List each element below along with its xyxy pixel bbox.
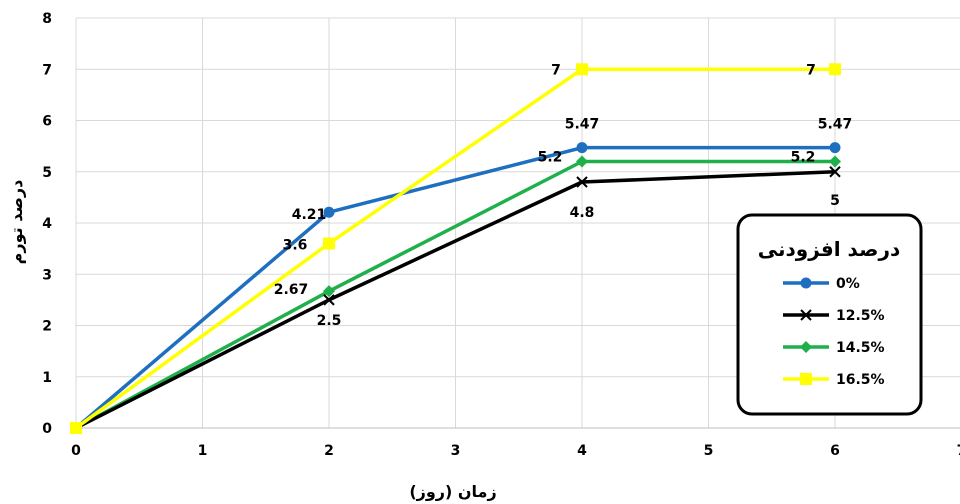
- x-tick-label: 5: [704, 443, 714, 459]
- legend: درصد افزودنی 0% 12.5% 14.5% 16.5%: [736, 213, 923, 416]
- y-tick-label: 3: [42, 267, 52, 283]
- legend-item: 12.5%: [783, 308, 885, 324]
- x-tick-label: 4: [577, 443, 587, 459]
- data-label: 2.67: [274, 282, 309, 298]
- y-tick-label: 0: [42, 421, 52, 437]
- series-line-14.5%: [75, 159, 835, 430]
- legend-label: 0%: [836, 276, 860, 292]
- series-line-0%: [74, 145, 835, 430]
- legend-swatch-marker: [800, 277, 812, 289]
- marker-stroke: [576, 176, 588, 188]
- grid: [75, 17, 960, 429]
- data-point: [829, 63, 841, 76]
- legend-label: 12.5%: [836, 308, 885, 324]
- data-point: [323, 285, 335, 298]
- x-axis-title: زمان (روز): [409, 482, 496, 501]
- data-label: 5.2: [791, 150, 816, 166]
- marker-stroke: [323, 294, 335, 306]
- legend-title: درصد افزودنی: [758, 237, 900, 261]
- y-tick-label: 7: [42, 62, 52, 78]
- data-point: [829, 166, 841, 178]
- legend-items: 0% 12.5% 14.5% 16.5%: [783, 276, 885, 388]
- data-point: [576, 142, 588, 154]
- data-point: [829, 142, 841, 154]
- data-point: [576, 155, 588, 168]
- x-tick-label: 7: [957, 443, 960, 459]
- series-line-12.5%: [75, 170, 836, 430]
- y-axis-title: درصد تورم: [7, 180, 26, 265]
- x-tick-label: 3: [451, 443, 461, 459]
- legend-label: 14.5%: [836, 340, 885, 356]
- data-label: 5.47: [818, 117, 853, 133]
- data-label: 4.21: [292, 207, 327, 223]
- series-markers: [70, 63, 841, 434]
- y-tick-labels: 0 1 2 3 4 5 6 7 8: [42, 11, 52, 437]
- data-point: [576, 63, 588, 76]
- data-label: 5.47: [565, 117, 600, 133]
- data-label: 7: [551, 62, 561, 78]
- data-point: [323, 237, 335, 250]
- legend-item: 16.5%: [783, 372, 885, 388]
- x-tick-labels: 0 1 2 3 4 5 6 7: [71, 443, 960, 459]
- legend-swatch-marker: [800, 341, 812, 353]
- marker-stroke: [800, 309, 812, 321]
- legend-label: 16.5%: [836, 372, 885, 388]
- legend-box: [736, 213, 923, 416]
- data-label: 3.6: [283, 238, 308, 254]
- series-lines: [74, 67, 836, 430]
- marker-stroke: [829, 166, 841, 178]
- data-point: [70, 422, 82, 434]
- x-tick-label: 0: [71, 443, 81, 459]
- data-point: [323, 206, 335, 218]
- legend-swatch-marker: [800, 373, 812, 385]
- series-line-16.5%: [74, 67, 835, 430]
- data-point: [576, 176, 588, 188]
- data-point: [323, 294, 335, 306]
- y-tick-label: 2: [42, 319, 52, 335]
- legend-swatch-marker: [800, 309, 812, 321]
- y-tick-label: 6: [42, 114, 52, 130]
- data-label: 4.8: [570, 205, 595, 221]
- data-labels: 4.21 5.47 5.47 2.5 4.8 5 2.67 5.2 5.2 3.6 7 7: [274, 62, 853, 329]
- legend-item: 0%: [783, 276, 860, 292]
- data-label: 5: [830, 193, 840, 209]
- y-tick-label: 5: [42, 165, 52, 181]
- legend-item: 14.5%: [783, 340, 885, 356]
- data-point: [829, 155, 841, 168]
- data-label: 5.2: [538, 150, 563, 166]
- y-tick-label: 8: [42, 11, 52, 27]
- x-tick-label: 1: [198, 443, 208, 459]
- x-tick-label: 6: [830, 443, 840, 459]
- data-label: 2.5: [317, 313, 342, 329]
- x-tick-label: 2: [324, 443, 334, 459]
- y-tick-label: 1: [42, 370, 52, 386]
- data-label: 7: [806, 62, 816, 78]
- y-tick-label: 4: [42, 216, 52, 232]
